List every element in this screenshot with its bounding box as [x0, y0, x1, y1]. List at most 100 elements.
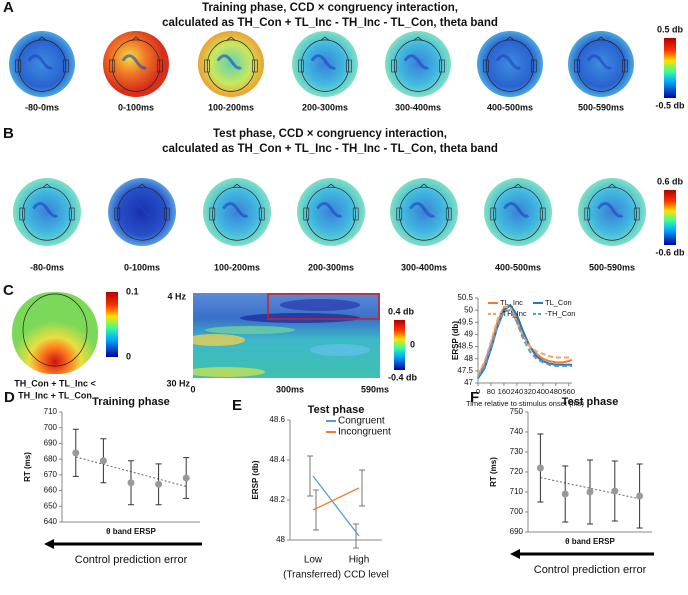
colorbar-label: 0.4 db — [388, 306, 415, 316]
topo-ear — [303, 207, 310, 221]
topo-ear — [633, 207, 640, 221]
time-label: 300-400ms — [401, 262, 447, 272]
error-bar — [313, 489, 319, 531]
time-label: 400-500ms — [495, 262, 541, 272]
topo-ear — [298, 59, 304, 73]
topo-ear — [63, 59, 69, 73]
topo-map — [568, 31, 634, 97]
topo-head — [111, 39, 161, 92]
topo-map — [12, 292, 98, 374]
trend-line — [540, 477, 640, 500]
x-tick-label: 320 — [524, 387, 537, 396]
heatmap-x-label: 590ms — [361, 384, 389, 394]
topo-map — [13, 178, 81, 246]
topo-ear — [439, 59, 445, 73]
heatmap — [193, 293, 380, 378]
heatmap-blob — [310, 344, 370, 356]
topo-head — [22, 293, 88, 367]
data-point — [636, 492, 644, 500]
topo-head — [485, 39, 535, 92]
heatmap-blob — [193, 367, 265, 377]
topo-nose — [326, 183, 336, 188]
colorbar-label: 0.6 db — [657, 176, 684, 186]
y-tick-label: 740 — [510, 427, 524, 436]
topo-nose — [413, 36, 423, 41]
x-tick-label: High — [349, 555, 370, 566]
y-tick-label: 48.4 — [269, 455, 285, 464]
topo-map — [484, 178, 552, 246]
topo-head — [393, 39, 443, 92]
series-line — [312, 475, 360, 537]
series-line — [312, 487, 360, 511]
topo-ear — [346, 59, 352, 73]
topo-caption: TH_Con + TL_Inc < — [14, 378, 96, 388]
topo-ear — [531, 59, 537, 73]
time-label: 200-300ms — [308, 262, 354, 272]
y-tick-label: 48.6 — [269, 415, 285, 424]
heatmap-x-label: 0 — [190, 384, 195, 394]
y-tick-label: 690 — [44, 439, 58, 448]
y-tick-label: 49 — [464, 330, 473, 339]
topo-ear — [622, 59, 628, 73]
heatmap-y-label: 4 Hz — [167, 291, 186, 301]
time-label: 0-100ms — [118, 102, 154, 112]
y-tick-label: 47.5 — [457, 366, 473, 375]
x-tick-label: 400 — [537, 387, 550, 396]
y-tick-label: 710 — [510, 487, 524, 496]
topo-ear — [109, 59, 115, 73]
y-tick-label: 730 — [510, 447, 524, 456]
error-bar — [307, 455, 313, 497]
y-tick-label: 50.5 — [457, 293, 473, 302]
topo-map — [385, 31, 451, 97]
topo-map — [390, 178, 458, 246]
panel-title: calculated as TH_Con + TL_Inc - TH_Inc -… — [162, 17, 498, 29]
topo-ear — [445, 207, 452, 221]
data-point — [127, 479, 135, 487]
roi-box — [267, 293, 380, 320]
x-tick-label: 240 — [511, 387, 524, 396]
y-tick-label: 690 — [510, 527, 524, 536]
data-point — [586, 488, 594, 496]
heatmap-y-label: 30 Hz — [166, 378, 190, 388]
topo-blob — [121, 54, 147, 70]
topo-ear — [483, 59, 489, 73]
panel-label: F — [470, 389, 479, 406]
topo-map — [198, 31, 264, 97]
colorbar — [664, 38, 676, 98]
panel-title: Training phase, CCD × congruency interac… — [202, 2, 458, 14]
heatmap-x-label: 300ms — [276, 384, 304, 394]
topo-nose — [419, 183, 429, 188]
topo-nose — [505, 36, 515, 41]
topo-blob — [409, 202, 436, 218]
panel-title: Test phase, CCD × congruency interaction… — [213, 128, 447, 140]
annotation: Control prediction error — [75, 554, 188, 566]
panel-label: A — [3, 0, 14, 16]
chart-title: Test phase — [562, 396, 619, 408]
panel-label: D — [4, 389, 15, 406]
legend-label: TL_Inc — [500, 298, 523, 307]
topo-ear — [258, 207, 265, 221]
colorbar-label: -0.6 db — [655, 247, 685, 257]
y-axis-label: RT (ms) — [23, 452, 32, 482]
topo-nose — [37, 36, 47, 41]
time-label: 300-400ms — [395, 102, 441, 112]
topo-nose — [137, 183, 147, 188]
time-label: -80-0ms — [25, 102, 59, 112]
colorbar — [394, 320, 405, 370]
topo-nose — [131, 36, 141, 41]
y-tick-label: 48.5 — [457, 342, 473, 351]
data-point — [611, 487, 619, 495]
topo-head — [117, 186, 167, 241]
topo-ear — [252, 59, 258, 73]
x-axis-label: θ band ERSP — [565, 537, 615, 546]
colorbar-label: -0.5 db — [655, 100, 685, 110]
legend-label: TL_Con — [545, 298, 572, 307]
x-axis-label: (Transferred) CCD level — [283, 570, 389, 581]
topo-nose — [232, 183, 242, 188]
colorbar — [106, 292, 118, 357]
topo-ear — [209, 207, 216, 221]
time-label: 100-200ms — [208, 102, 254, 112]
y-tick-label: 50 — [464, 305, 473, 314]
topo-head — [399, 186, 449, 241]
